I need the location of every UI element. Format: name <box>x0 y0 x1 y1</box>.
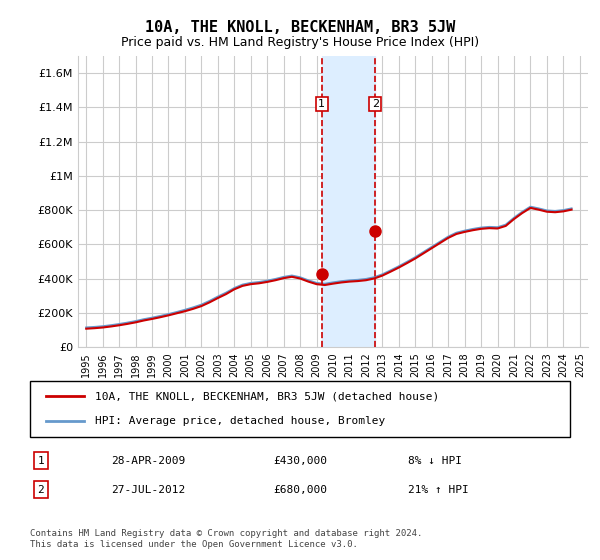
Text: 21% ↑ HPI: 21% ↑ HPI <box>408 485 469 494</box>
Text: 10A, THE KNOLL, BECKENHAM, BR3 5JW: 10A, THE KNOLL, BECKENHAM, BR3 5JW <box>145 20 455 35</box>
Text: 10A, THE KNOLL, BECKENHAM, BR3 5JW (detached house): 10A, THE KNOLL, BECKENHAM, BR3 5JW (deta… <box>95 391 439 402</box>
Text: Price paid vs. HM Land Registry's House Price Index (HPI): Price paid vs. HM Land Registry's House … <box>121 36 479 49</box>
Text: 28-APR-2009: 28-APR-2009 <box>111 456 185 465</box>
Text: £430,000: £430,000 <box>273 456 327 465</box>
Text: £680,000: £680,000 <box>273 485 327 494</box>
Text: Contains HM Land Registry data © Crown copyright and database right 2024.
This d: Contains HM Land Registry data © Crown c… <box>30 529 422 549</box>
Text: 2: 2 <box>372 99 379 109</box>
FancyBboxPatch shape <box>30 381 570 437</box>
Text: 2: 2 <box>37 485 44 494</box>
Text: HPI: Average price, detached house, Bromley: HPI: Average price, detached house, Brom… <box>95 416 385 426</box>
Text: 8% ↓ HPI: 8% ↓ HPI <box>408 456 462 465</box>
Text: 1: 1 <box>319 99 325 109</box>
Text: 27-JUL-2012: 27-JUL-2012 <box>111 485 185 494</box>
Bar <box>322 56 375 347</box>
Text: 1: 1 <box>37 456 44 465</box>
